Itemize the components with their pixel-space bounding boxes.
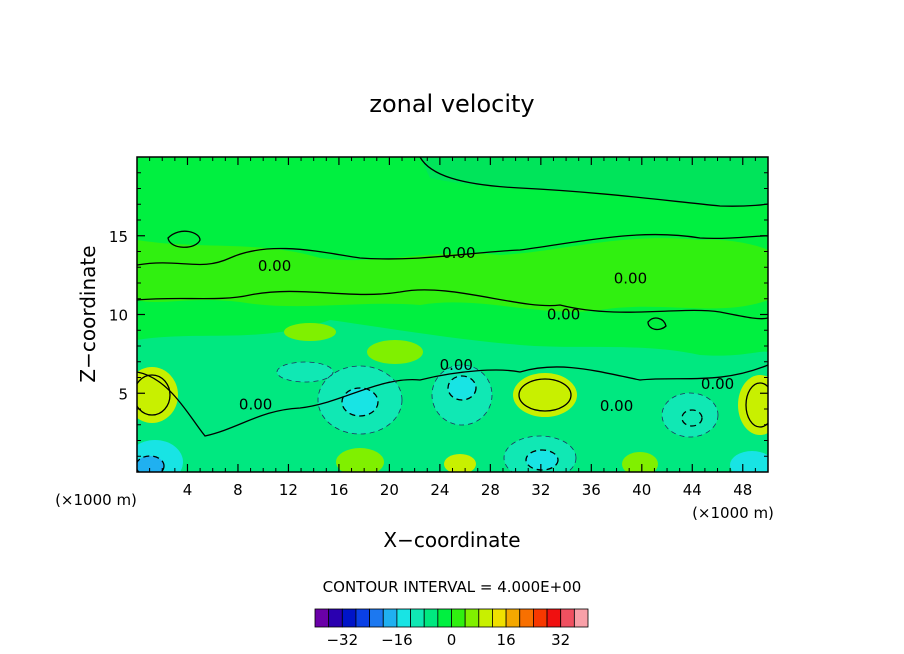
x-tick-label: 32: [531, 481, 550, 499]
max-patch-6: [622, 452, 658, 472]
x-axis-unit-left: (×1000 m): [55, 491, 137, 509]
colorbar-tick-label: −16: [381, 631, 413, 649]
max-patch-5: [444, 454, 476, 472]
contour-label: 0.00: [442, 244, 475, 262]
colorbar-swatch: [478, 608, 493, 628]
colorbar-swatch: [464, 608, 480, 628]
x-tick-label: 12: [279, 481, 298, 499]
min-patch-1-core: [342, 388, 378, 416]
max-patch-7: [367, 340, 423, 364]
chart-title: zonal velocity: [369, 90, 534, 118]
min-patch-2-core: [448, 376, 476, 400]
max-patch-4: [336, 448, 384, 472]
colorbar-swatch: [533, 608, 548, 628]
contour-label: 0.00: [239, 395, 272, 413]
x-tick-label: 28: [481, 481, 500, 499]
colorbar-swatch: [560, 608, 575, 628]
x-tick-label: 48: [733, 481, 752, 499]
max-patch-3: [738, 375, 768, 435]
min-patch-7: [277, 362, 333, 382]
x-tick-label: 8: [233, 481, 243, 499]
max-patch-1: [513, 373, 577, 417]
min-patch-4-core: [526, 450, 558, 470]
min-patch-6: [730, 451, 768, 472]
contour-label: 0.00: [600, 397, 633, 415]
colorbar-tick-label: 32: [551, 631, 570, 649]
contour-interval: CONTOUR INTERVAL = 4.000E+00: [323, 578, 582, 596]
colorbar-tick-label: −32: [326, 631, 358, 649]
x-tick-label: 16: [329, 481, 348, 499]
colorbar: −32 −16 0 16 32: [314, 608, 589, 649]
x-tick-label: 40: [632, 481, 651, 499]
colorbar-swatch: [314, 608, 330, 628]
colorbar-swatch: [328, 608, 343, 628]
contour-label: 0.00: [614, 269, 647, 287]
colorbar-swatch: [546, 608, 562, 628]
min-patch-5-core: [137, 456, 164, 472]
y-tick-label: 5: [118, 385, 128, 403]
colorbar-swatch: [573, 608, 589, 628]
contour-labels: 0.00 0.00 0.00 0.00 0.00 0.00 0.00 0.00: [239, 244, 734, 415]
max-patch-8: [284, 323, 336, 341]
contour-label: 0.00: [440, 356, 473, 374]
colorbar-swatch: [410, 608, 425, 628]
colorbar-swatch: [382, 608, 398, 628]
colorbar-swatch: [492, 608, 507, 628]
colorbar-swatch: [341, 608, 357, 628]
y-axis-label: Z−coordinate: [76, 245, 100, 382]
x-tick-label: 4: [183, 481, 193, 499]
contour-label: 0.00: [547, 306, 580, 324]
negative-contours-thin: [276, 361, 719, 472]
x-tick-label: 36: [582, 481, 601, 499]
colorbar-swatch: [423, 608, 439, 628]
colorbar-swatch: [369, 608, 384, 628]
colorbar-tick-label: 16: [497, 631, 516, 649]
x-axis-label: X−coordinate: [383, 528, 520, 552]
colorbar-swatch: [355, 608, 371, 628]
colorbar-swatch: [396, 608, 411, 628]
filled-contours: [137, 157, 768, 472]
colorbar-swatch: [505, 608, 521, 628]
contour-label: 0.00: [701, 375, 734, 393]
min-patch-3: [662, 393, 718, 437]
colorbar-tick-label: 0: [447, 631, 457, 649]
contour-band-upper: [137, 238, 768, 312]
negative-contours: [137, 375, 703, 472]
x-tick-label: 24: [430, 481, 449, 499]
plot-area: 0.000.000.000.000.000.000.000.00 4 8 12 16 2…: [109, 156, 769, 499]
colorbar-swatch: [519, 608, 534, 628]
contour-top-right: [420, 157, 768, 207]
x-tick-label: 20: [380, 481, 399, 499]
contour-lines: [137, 157, 768, 437]
x-tick-label: 44: [683, 481, 702, 499]
max-patch-2: [137, 367, 178, 423]
y-tick-label: 10: [109, 307, 128, 325]
colorbar-swatch: [437, 608, 452, 628]
contour-label: 0.00: [258, 257, 291, 275]
x-axis-unit-right: (×1000 m): [692, 504, 774, 522]
y-tick-label: 15: [109, 228, 128, 246]
colorbar-swatch: [451, 608, 466, 628]
